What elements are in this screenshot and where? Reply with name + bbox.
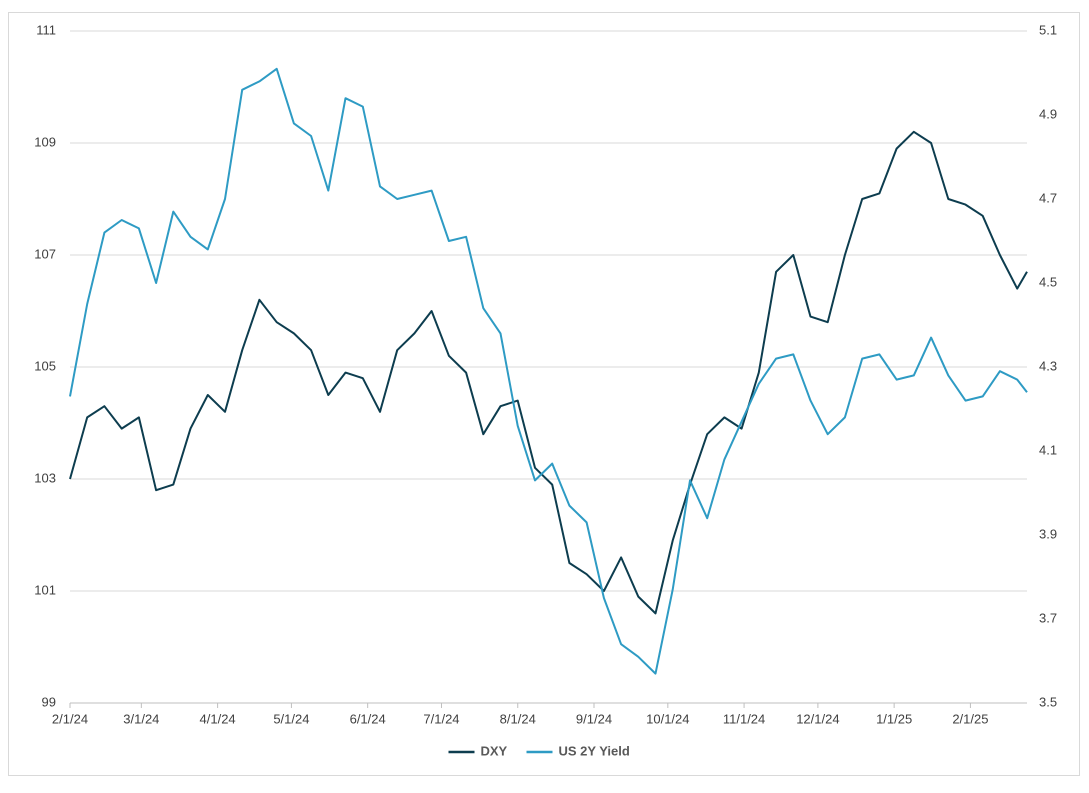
y-tick-label: 109	[34, 134, 56, 149]
y2-tick-label: 3.5	[1039, 694, 1057, 709]
x-tick-label: 12/1/24	[796, 711, 839, 726]
x-tick-label: 2/1/24	[52, 711, 88, 726]
x-tick-label: 3/1/24	[123, 711, 159, 726]
y2-tick-label: 4.3	[1039, 358, 1057, 373]
x-tick-label: 2/1/25	[952, 711, 988, 726]
y2-tick-label: 4.7	[1039, 190, 1057, 205]
y-tick-label: 99	[42, 694, 56, 709]
legend-label: DXY	[481, 743, 508, 758]
y-tick-label: 101	[34, 582, 56, 597]
x-tick-label: 8/1/24	[500, 711, 536, 726]
y-tick-label: 103	[34, 470, 56, 485]
x-tick-label: 5/1/24	[273, 711, 309, 726]
y2-tick-label: 3.7	[1039, 610, 1057, 625]
series-line	[69, 130, 1028, 615]
x-tick-label: 10/1/24	[646, 711, 689, 726]
chart-frame	[8, 12, 1080, 776]
y-tick-label: 107	[34, 246, 56, 261]
x-tick-label: 6/1/24	[350, 711, 386, 726]
y2-tick-label: 5.1	[1039, 22, 1057, 37]
series-line	[69, 67, 1028, 675]
y-tick-label: 111	[36, 22, 56, 37]
x-tick-label: 4/1/24	[200, 711, 236, 726]
x-tick-label: 11/1/24	[723, 711, 765, 726]
x-tick-label: 7/1/24	[423, 711, 459, 726]
x-tick-label: 9/1/24	[576, 711, 612, 726]
legend-label: US 2Y Yield	[559, 743, 630, 758]
y2-tick-label: 4.1	[1039, 442, 1057, 457]
y2-tick-label: 4.9	[1039, 106, 1057, 121]
y2-tick-label: 4.5	[1039, 274, 1057, 289]
y-tick-label: 105	[34, 358, 56, 373]
y2-tick-label: 3.9	[1039, 526, 1057, 541]
x-tick-label: 1/1/25	[876, 711, 912, 726]
